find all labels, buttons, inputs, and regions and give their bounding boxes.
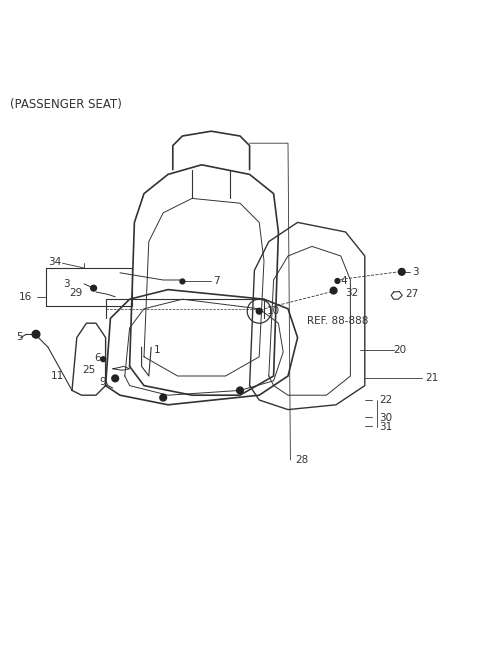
Circle shape	[256, 308, 262, 314]
Circle shape	[160, 394, 167, 401]
Text: 27: 27	[406, 289, 419, 299]
Text: 1: 1	[154, 344, 160, 355]
Text: 3: 3	[412, 267, 419, 277]
Text: 3: 3	[63, 279, 70, 289]
Text: 11: 11	[50, 371, 64, 381]
Circle shape	[91, 285, 96, 291]
Circle shape	[398, 268, 405, 276]
Text: 6: 6	[94, 353, 101, 363]
Circle shape	[180, 279, 185, 284]
Circle shape	[335, 279, 340, 283]
Text: 29: 29	[70, 289, 83, 298]
Text: 30: 30	[379, 413, 392, 422]
Circle shape	[330, 287, 337, 294]
Text: 20: 20	[394, 344, 407, 355]
Text: 5: 5	[16, 332, 23, 342]
Text: REF. 88-888: REF. 88-888	[307, 316, 369, 326]
Text: 22: 22	[379, 395, 393, 405]
Text: 10: 10	[266, 306, 279, 316]
Text: 4: 4	[341, 276, 348, 286]
Text: 28: 28	[295, 455, 309, 465]
Text: 7: 7	[214, 276, 220, 287]
Circle shape	[237, 387, 243, 394]
Text: 16: 16	[19, 292, 33, 302]
Circle shape	[32, 331, 40, 338]
Circle shape	[101, 357, 106, 361]
Text: 32: 32	[346, 288, 359, 298]
Text: 34: 34	[48, 257, 61, 267]
Text: 9: 9	[100, 377, 107, 387]
Circle shape	[112, 375, 119, 382]
Text: 25: 25	[83, 365, 96, 375]
Text: 31: 31	[379, 422, 393, 432]
Text: 21: 21	[425, 373, 438, 383]
Text: (PASSENGER SEAT): (PASSENGER SEAT)	[10, 98, 121, 112]
